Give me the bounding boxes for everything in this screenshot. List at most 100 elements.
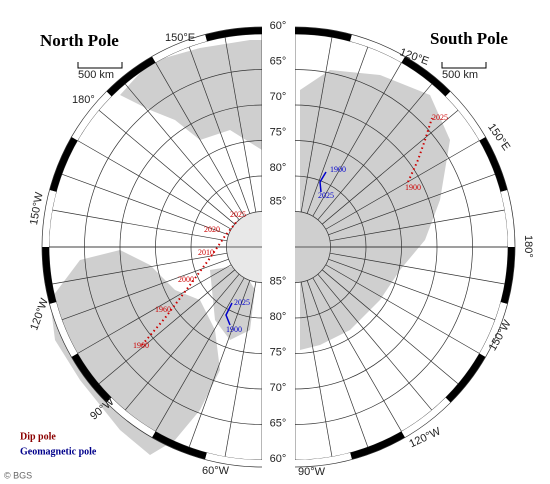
meridian [224, 37, 257, 213]
meridian [325, 264, 480, 354]
meridian [306, 280, 369, 448]
year-label: 2020 [204, 225, 220, 234]
pole-tracks [141, 117, 433, 346]
year-label: 2025 [432, 113, 448, 122]
border-ring [500, 246, 515, 304]
lat-label: 60° [270, 453, 287, 465]
meridian [124, 273, 240, 411]
border-ring [295, 27, 352, 42]
meridian [321, 109, 459, 225]
lon-label: 60°W [202, 465, 230, 477]
border-ring [71, 353, 112, 403]
lon-label: 180° [522, 235, 534, 258]
scale-label: 500 km [78, 69, 114, 81]
scale-bar [77, 62, 123, 69]
border-ring [295, 452, 352, 467]
border-ring [49, 137, 78, 192]
meridian [52, 209, 228, 242]
border-ring [350, 34, 405, 63]
meridian [124, 83, 240, 221]
graticule [41, 26, 516, 468]
meridian [77, 264, 232, 354]
lat-label: 70° [270, 382, 287, 394]
north-geo-track [225, 302, 233, 326]
lat-label: 70° [270, 91, 287, 103]
year-labels: 2025 2020 2010 2000 1960 1900 2025 1900 [133, 113, 448, 350]
meridian [188, 280, 251, 448]
lat-label: 85° [270, 275, 287, 287]
meridian [98, 109, 236, 225]
border-ring [49, 302, 78, 357]
year-label: 1900 [330, 165, 346, 174]
border-ring [445, 353, 486, 403]
meridian [328, 173, 496, 236]
lat-label: 65° [270, 417, 287, 429]
border-ring [71, 91, 112, 141]
lat-label: 75° [270, 346, 287, 358]
border-ring [106, 397, 156, 438]
year-label: 1900 [226, 325, 242, 334]
credit: © BGS [4, 470, 32, 480]
meridian [306, 46, 369, 214]
border-ring [205, 452, 262, 467]
year-label: 2010 [198, 248, 214, 257]
meridian [61, 173, 229, 236]
border-ring [500, 190, 515, 248]
lat-label: 80° [270, 162, 287, 174]
meridian [325, 140, 480, 230]
meridian [317, 83, 433, 221]
meridian [98, 269, 236, 385]
border-ring [401, 56, 451, 97]
year-label: 1960 [155, 305, 171, 314]
year-label: 2025 [234, 298, 250, 307]
meridian [224, 281, 257, 457]
border-ring [205, 27, 262, 42]
outer-edge [295, 26, 516, 468]
year-label: 2000 [178, 275, 194, 284]
border-ring [479, 137, 508, 192]
meridian [188, 46, 251, 214]
border-ring [479, 302, 508, 357]
meridian [328, 258, 496, 321]
scale-bar [441, 62, 487, 69]
title: South Pole [430, 29, 508, 48]
lat-label: 80° [270, 311, 287, 323]
lat-label: 60° [270, 20, 287, 32]
meridian [329, 252, 505, 285]
south-geo-track [319, 171, 327, 193]
lon-label: 180° [72, 94, 95, 106]
half-graticule [295, 26, 516, 468]
scale-label: 500 km [442, 69, 478, 81]
meridian [321, 269, 459, 385]
lon-label: 150°W [28, 191, 46, 226]
year-label: 2025 [318, 191, 334, 200]
legend-geomagnetic: Geomagnetic pole [20, 446, 97, 457]
meridian [155, 62, 245, 217]
meridian [77, 140, 232, 230]
year-label: 2025 [230, 210, 246, 219]
border-ring [445, 91, 486, 141]
meridian [312, 277, 402, 432]
border-ring [152, 431, 207, 460]
latitude-labels: 60° 65° 70° 75° 80° 85° 85° 80° 75° 70° 65° 60° [270, 20, 287, 465]
meridian [300, 37, 333, 213]
geo-year-labels: 2025 1900 1900 2025 [226, 165, 346, 334]
north-dip-track [141, 219, 239, 346]
border-ring [42, 246, 57, 304]
year-label: 1900 [133, 341, 149, 350]
border-ring [152, 34, 207, 63]
border-ring [42, 190, 57, 248]
meridian [329, 209, 505, 242]
lat-label: 65° [270, 55, 287, 67]
lat-label: 75° [270, 126, 287, 138]
meridian [52, 252, 228, 285]
lon-label: 90°W [298, 466, 326, 478]
outer-edge [41, 26, 262, 468]
lat-label: 85° [270, 195, 287, 207]
border-ring [350, 431, 405, 460]
lon-label: 150°E [165, 32, 195, 44]
meridian [155, 277, 245, 432]
title: North Pole [40, 31, 119, 50]
lon-label: 120°W [28, 296, 51, 332]
